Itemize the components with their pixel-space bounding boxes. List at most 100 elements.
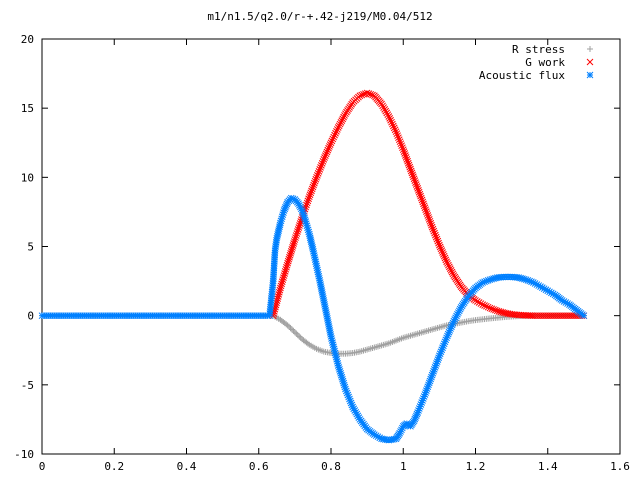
data-point (402, 154, 410, 161)
data-point (404, 159, 412, 167)
data-point (293, 230, 301, 237)
data-point (325, 144, 332, 152)
data-point (440, 250, 447, 258)
data-point (401, 150, 409, 157)
x-tick-label: 1 (400, 460, 407, 473)
data-point (286, 253, 293, 261)
data-point (398, 142, 405, 150)
data-point (427, 219, 435, 227)
data-point (484, 303, 492, 311)
data-point (318, 159, 326, 167)
data-point (380, 104, 387, 111)
data-point (296, 333, 303, 340)
data-point (322, 152, 329, 160)
data-point (396, 138, 404, 146)
data-point (365, 90, 373, 97)
data-point (360, 90, 367, 98)
data-point (305, 193, 313, 201)
data-point (411, 177, 419, 185)
data-point (379, 102, 386, 110)
data-point (407, 165, 414, 173)
data-point (430, 227, 438, 235)
data-point (280, 274, 287, 281)
data-point (276, 286, 284, 294)
data-point (326, 141, 334, 148)
data-point (358, 91, 366, 99)
data-point (479, 301, 487, 308)
data-point (313, 173, 320, 181)
data-point (338, 117, 346, 124)
data-point (284, 322, 291, 329)
data-point (304, 340, 311, 347)
data-point (312, 175, 320, 183)
legend-marker (586, 71, 594, 79)
series-layer (38, 89, 588, 444)
data-point (333, 126, 341, 133)
data-point (326, 143, 333, 150)
data-point (287, 247, 295, 255)
data-point (363, 89, 371, 97)
data-point (291, 236, 299, 243)
data-point (482, 302, 490, 310)
data-point (294, 226, 302, 233)
data-point (431, 229, 438, 237)
data-point (287, 249, 295, 257)
x-tick-label: 0.4 (177, 460, 197, 473)
data-point (439, 249, 446, 256)
legend-label: Acoustic flux (479, 69, 565, 82)
data-point (425, 216, 433, 223)
data-point (408, 169, 416, 177)
data-point (304, 197, 312, 205)
data-point (303, 199, 311, 207)
data-point (412, 181, 420, 188)
data-point (378, 100, 385, 108)
data-point (472, 297, 479, 304)
data-point (296, 220, 304, 227)
data-point (412, 179, 419, 186)
y-tick-label: 0 (27, 310, 34, 323)
y-tick-label: -5 (21, 379, 34, 392)
data-point (432, 231, 439, 239)
data-point (287, 325, 294, 332)
data-point (475, 299, 483, 306)
data-point (395, 136, 403, 144)
data-point (399, 144, 406, 152)
data-point (321, 154, 328, 161)
data-point (404, 157, 411, 165)
series-2 (38, 194, 588, 444)
y-tick-label: 15 (21, 102, 34, 115)
data-point (318, 161, 325, 169)
data-point (481, 302, 488, 309)
data-point (416, 190, 424, 198)
data-point (376, 434, 384, 442)
data-point (437, 245, 445, 253)
data-point (444, 260, 451, 267)
x-tick-label: 1.4 (538, 460, 558, 473)
x-tick-label: 0.8 (321, 460, 341, 473)
data-point (407, 167, 415, 175)
data-point (284, 257, 292, 265)
data-point (445, 263, 453, 271)
data-point (442, 256, 450, 264)
data-point (424, 212, 432, 219)
data-point (400, 148, 408, 155)
data-point (435, 239, 442, 247)
data-point (275, 291, 283, 298)
data-point (392, 128, 400, 136)
data-point (319, 157, 327, 165)
data-point (492, 306, 499, 314)
data-point (434, 237, 442, 245)
data-point (410, 175, 418, 183)
data-point (423, 208, 430, 215)
y-tick-label: 5 (27, 241, 34, 254)
data-point (336, 120, 344, 128)
data-point (446, 265, 454, 272)
data-point (288, 246, 296, 253)
data-point (447, 267, 455, 274)
x-tick-label: 1.2 (466, 460, 486, 473)
data-point (369, 91, 376, 99)
data-point (332, 129, 339, 137)
data-point (406, 163, 414, 171)
data-point (405, 161, 413, 169)
